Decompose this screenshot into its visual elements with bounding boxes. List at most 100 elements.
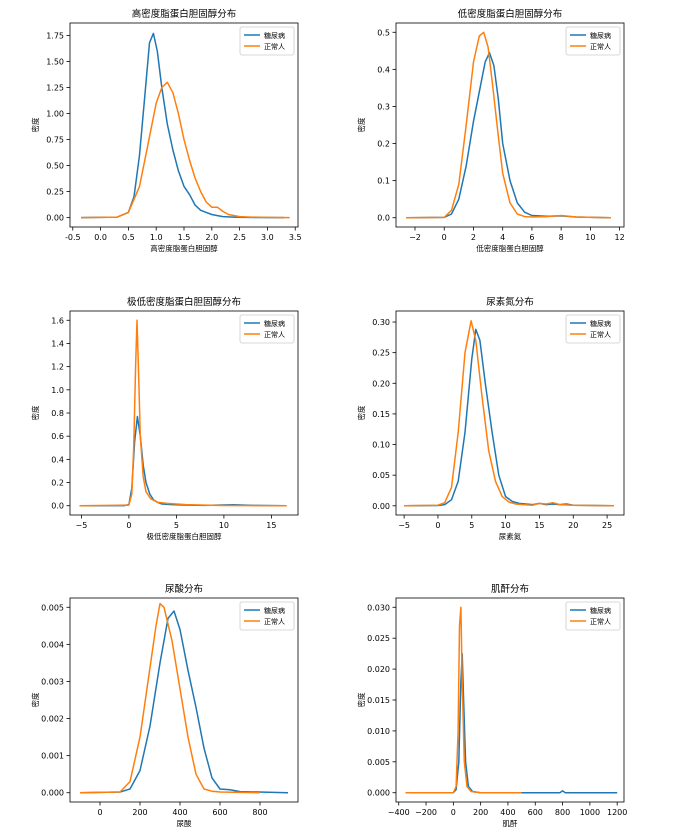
y-tick-label: 0.4 (377, 65, 390, 74)
y-tick-label: 0.6 (51, 432, 64, 441)
legend-label: 糖尿病 (264, 31, 285, 40)
y-axis-label: 密度 (30, 117, 40, 132)
x-tick-label: 25 (602, 521, 612, 530)
x-tick-label: 0 (97, 808, 102, 817)
x-tick-label: 200 (132, 808, 147, 817)
y-axis-label: 密度 (356, 117, 366, 132)
y-tick-label: 0.8 (51, 409, 64, 418)
series-line-2 (404, 320, 614, 507)
x-axis-label: 高密度脂蛋白胆固醇 (150, 243, 218, 253)
y-tick-label: 0.002 (41, 715, 64, 724)
x-tick-label: 10 (585, 233, 595, 242)
x-tick-label: −5 (398, 521, 410, 530)
series-line-2 (79, 319, 287, 507)
y-tick-label: 0.00 (46, 214, 64, 223)
legend-label: 正常人 (264, 617, 285, 626)
y-tick-label: 0.75 (46, 136, 64, 145)
series-line-1 (79, 610, 289, 794)
y-tick-label: 0.25 (372, 349, 390, 358)
axes-frame (395, 310, 625, 516)
legend-label: 糖尿病 (264, 606, 285, 615)
axes-frame (69, 597, 299, 803)
legend-label: 糖尿病 (590, 319, 611, 328)
y-tick-label: 0.15 (372, 410, 390, 419)
legend-label: 正常人 (590, 617, 611, 626)
x-axis-label: 低密度脂蛋白胆固醇 (476, 243, 544, 253)
y-tick-label: 0.000 (367, 789, 390, 798)
x-tick-label: 8 (559, 233, 564, 242)
x-tick-label: 2.5 (233, 233, 246, 242)
y-tick-label: 0.005 (41, 603, 64, 612)
x-axis-label: 极低密度脂蛋白胆固醇 (147, 531, 222, 541)
y-tick-label: 0.00 (372, 502, 390, 511)
y-tick-label: 0.004 (41, 640, 64, 649)
x-tick-label: 400 (172, 808, 187, 817)
y-axis-label: 密度 (356, 405, 366, 420)
y-tick-label: 1.0 (51, 386, 64, 395)
x-tick-label: 10 (501, 521, 511, 530)
series-line-2 (405, 606, 522, 794)
legend-label: 正常人 (590, 330, 611, 339)
x-tick-label: 3.0 (261, 233, 274, 242)
series-line-2 (79, 602, 261, 794)
chart-title: 高密度脂蛋白胆固醇分布 (132, 8, 237, 20)
y-tick-label: 1.6 (51, 316, 64, 325)
y-tick-label: 0.2 (51, 479, 64, 488)
legend-box (239, 314, 295, 344)
y-tick-label: 0.30 (372, 318, 390, 327)
x-tick-label: 20 (568, 521, 578, 530)
y-tick-label: 0.20 (372, 379, 390, 388)
y-tick-label: 0.001 (41, 752, 64, 761)
series-line-2 (81, 81, 290, 219)
y-tick-label: 0.030 (367, 603, 390, 612)
x-tick-label: 3.5 (289, 233, 302, 242)
x-tick-label: 200 (473, 808, 488, 817)
x-tick-label: 0 (442, 233, 447, 242)
x-tick-label: -0.5 (65, 233, 81, 242)
chart-panel-5: 0 200 400 600 800 0.000 0.001 0.002 0.003 0.004 0.… (30, 583, 299, 828)
series-line-1 (81, 32, 285, 219)
chart-title: 肌酐分布 (491, 583, 529, 595)
y-tick-label: 0.025 (367, 634, 390, 643)
x-tick-label: −400 (388, 808, 410, 817)
x-tick-label: 600 (212, 808, 227, 817)
series-line-1 (406, 51, 611, 219)
x-tick-label: 800 (555, 808, 570, 817)
x-tick-label: −2 (409, 233, 421, 242)
y-tick-label: 0.0 (51, 502, 64, 511)
chart-title: 低密度脂蛋白胆固醇分布 (458, 8, 563, 20)
legend-label: 糖尿病 (590, 606, 611, 615)
chart-panel-6: −400 −200 0 200 400 600 800 1000 1200 0.000 0.005 0… (356, 583, 627, 828)
y-tick-label: 1.75 (46, 31, 64, 40)
x-tick-label: 400 (500, 808, 515, 817)
y-tick-label: 0.5 (377, 28, 390, 37)
x-tick-label: 10 (219, 521, 229, 530)
y-tick-label: 1.50 (46, 58, 64, 67)
x-tick-label: 5 (174, 521, 179, 530)
chart-title: 极低密度脂蛋白胆固醇分布 (127, 296, 241, 308)
legend-label: 正常人 (590, 42, 611, 51)
legend-box (239, 601, 295, 631)
x-axis-label: 尿素氮 (499, 531, 522, 541)
chart-panel-3: −5 0 5 10 15 0.0 0.2 0.4 0.6 0.8 1.0 1.2 1.4 1.6 极低密度脂… (30, 296, 299, 541)
x-tick-label: 0.0 (94, 233, 107, 242)
x-tick-label: 6 (529, 233, 534, 242)
x-tick-label: 800 (252, 808, 267, 817)
x-axis-label: 尿酸 (177, 818, 192, 828)
x-tick-label: 4 (500, 233, 505, 242)
x-axis-label: 肌酐 (503, 819, 518, 828)
x-tick-label: 0 (435, 521, 440, 530)
y-tick-label: 1.25 (46, 84, 64, 93)
y-tick-label: 0.020 (367, 665, 390, 674)
legend-box (565, 314, 621, 344)
legend-label: 糖尿病 (264, 319, 285, 328)
x-tick-label: 1.0 (150, 233, 163, 242)
y-tick-label: 0.010 (367, 727, 390, 736)
y-tick-label: 1.4 (51, 339, 64, 348)
x-tick-label: −200 (415, 808, 437, 817)
series-line-1 (405, 652, 618, 794)
